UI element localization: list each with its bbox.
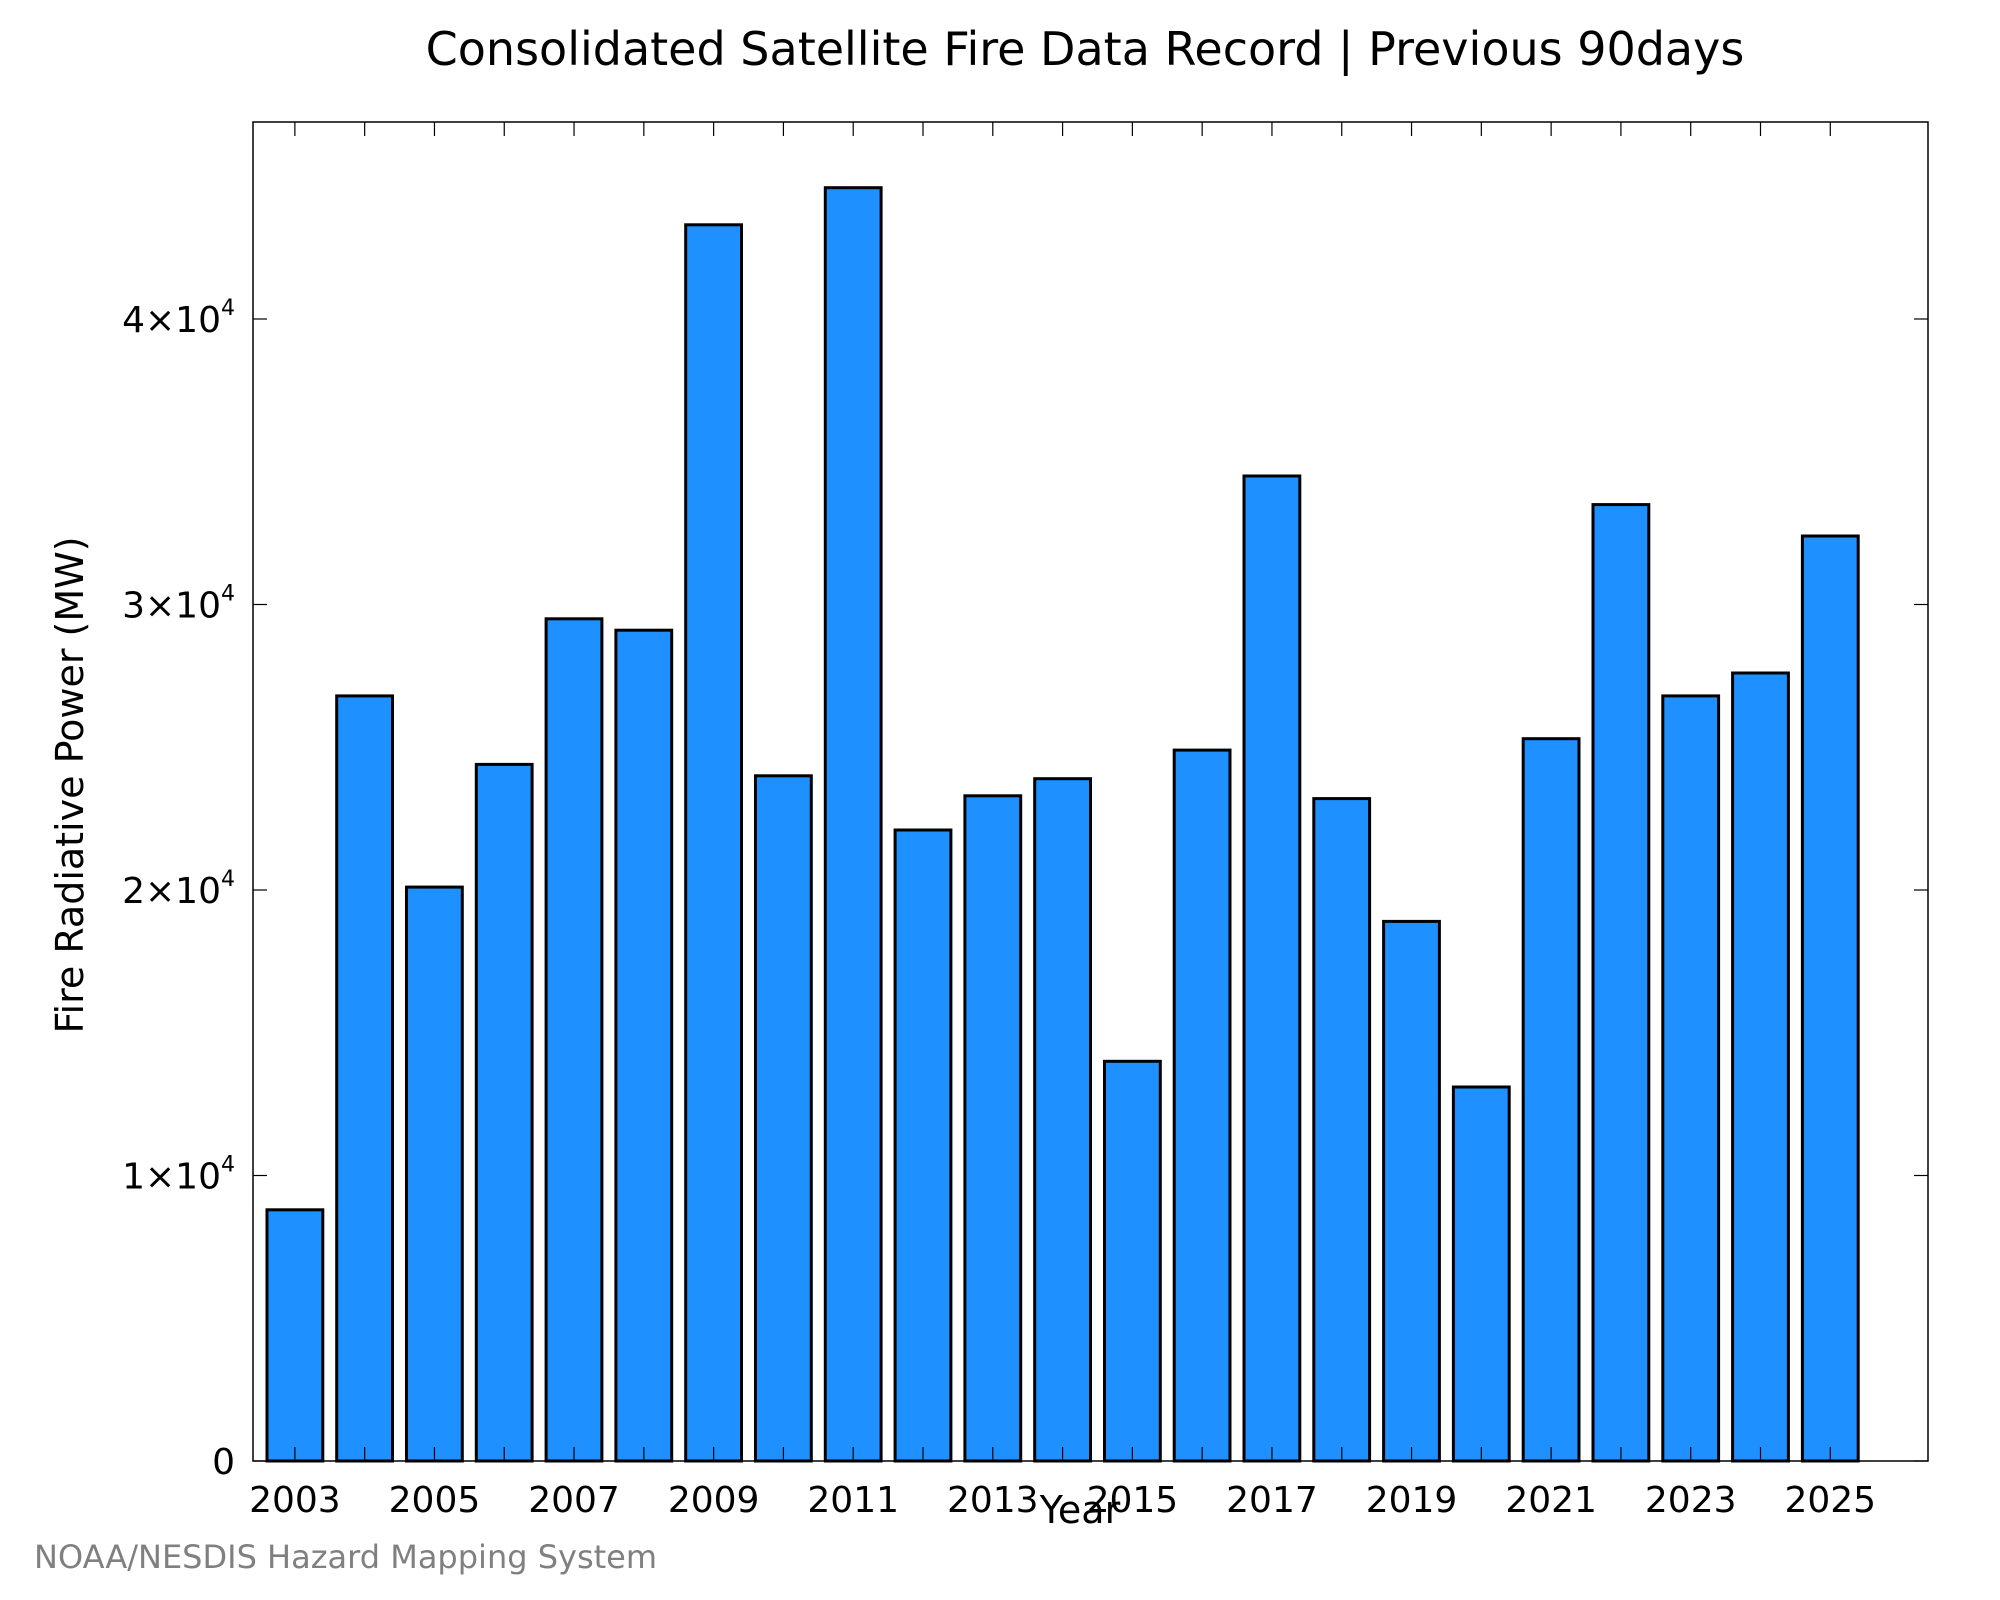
bar-2014 [1033, 777, 1092, 1463]
bar-2012 [893, 828, 953, 1463]
x-tick-label-2003: 2003 [249, 1480, 341, 1521]
y-tick-label-20000: 2×104 [122, 867, 235, 912]
bar-2017 [1242, 474, 1302, 1463]
x-tick-label-2025: 2025 [1784, 1480, 1876, 1521]
bar-2016 [1172, 748, 1232, 1463]
bar-2025 [1800, 534, 1860, 1463]
bar-2011 [823, 186, 883, 1463]
bar-2021 [1521, 737, 1581, 1463]
y-tick-label-10000: 1×104 [122, 1152, 235, 1197]
x-axis-label: Year [1039, 1488, 1121, 1532]
x-tick-label-2017: 2017 [1226, 1480, 1318, 1521]
bar-2005 [405, 885, 464, 1463]
bar-2024 [1731, 671, 1790, 1463]
y-tick-label-40000: 4×104 [122, 296, 235, 341]
bar-2015 [1103, 1059, 1162, 1463]
bar-2006 [474, 762, 534, 1463]
x-tick-label-2009: 2009 [668, 1480, 760, 1521]
x-tick-label-2015: 2015 [1087, 1480, 1179, 1521]
chart-title: Consolidated Satellite Fire Data Record … [425, 22, 1745, 76]
bar-2010 [754, 774, 813, 1463]
x-tick-label-2019: 2019 [1366, 1480, 1458, 1521]
bar-2018 [1312, 797, 1372, 1463]
bar-2008 [614, 628, 674, 1463]
bar-2009 [684, 223, 744, 1463]
x-tick-label-2021: 2021 [1505, 1480, 1597, 1521]
x-tick-label-2007: 2007 [528, 1480, 620, 1521]
x-tick-label-2013: 2013 [947, 1480, 1039, 1521]
bar-2007 [544, 617, 604, 1463]
bar-2004 [335, 694, 395, 1463]
y-tick-label-0: 0 [212, 1442, 235, 1483]
x-tick-label-2023: 2023 [1645, 1480, 1737, 1521]
source-credit: NOAA/NESDIS Hazard Mapping System [34, 1538, 658, 1576]
x-tick-label-2005: 2005 [389, 1480, 481, 1521]
bar-2020 [1451, 1085, 1511, 1463]
bar-2003 [265, 1208, 325, 1463]
bar-2019 [1382, 919, 1441, 1463]
x-tick-label-2011: 2011 [807, 1480, 899, 1521]
y-tick-label-30000: 3×104 [122, 581, 235, 626]
bar-2023 [1661, 694, 1721, 1463]
bar-2013 [963, 794, 1023, 1463]
bar-2022 [1591, 503, 1651, 1463]
